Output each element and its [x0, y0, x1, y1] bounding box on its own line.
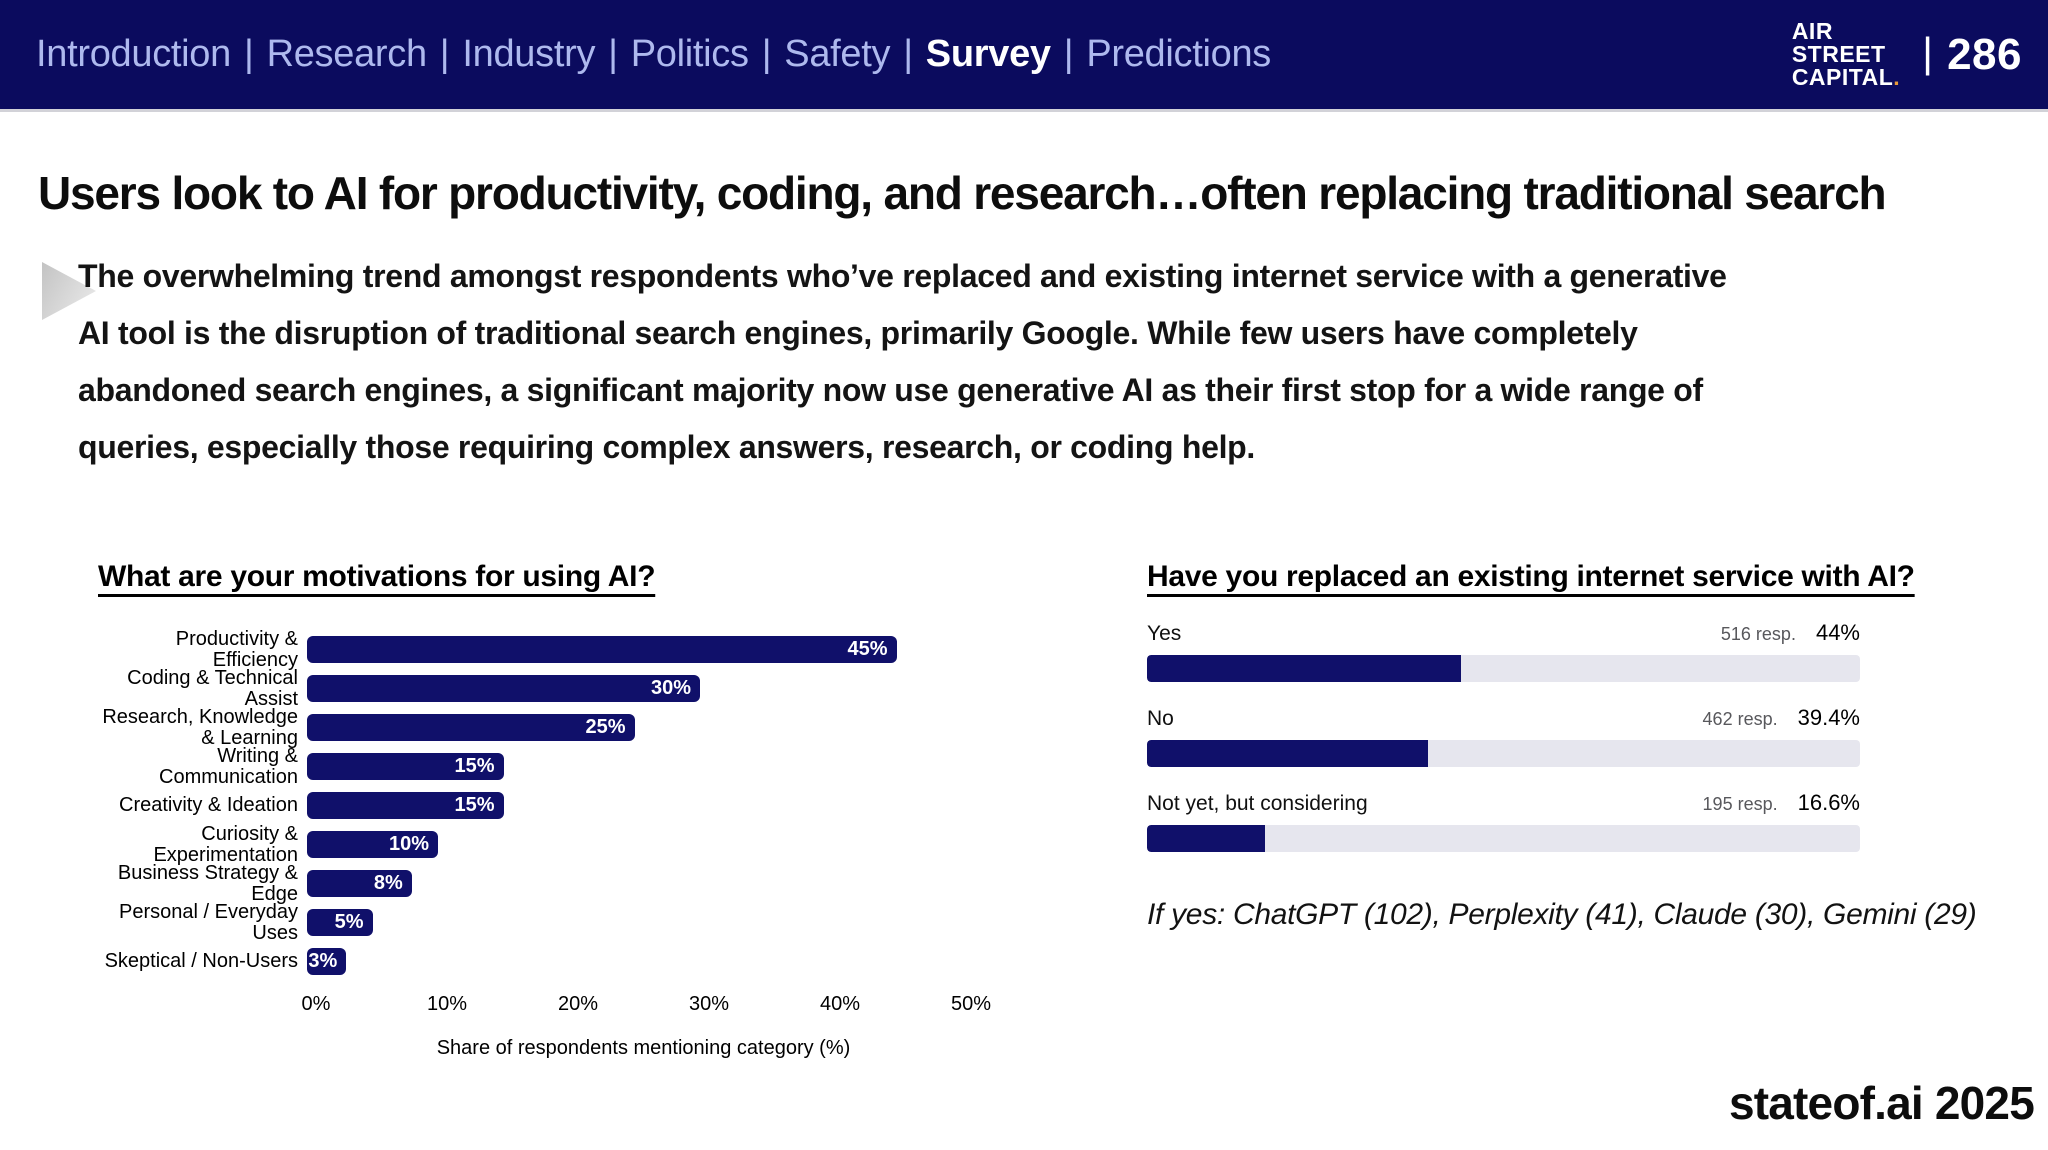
bar: 3% [307, 948, 347, 975]
x-axis-tick: 50% [950, 993, 992, 1015]
logo-dot: . [1893, 64, 1901, 90]
bar: 30% [307, 675, 700, 702]
replacement-chart-title: Have you replaced an existing internet s… [1147, 560, 1915, 593]
x-axis-tick: 0% [301, 993, 331, 1015]
chart-row: Yes 516 resp. 44% [1147, 620, 1860, 682]
bar-value-label: 10% [388, 833, 429, 855]
nav-item-research[interactable]: Research [266, 33, 428, 75]
category-label: Personal / Everyday Uses [119, 900, 298, 944]
bar-value-label: 3% [308, 950, 338, 972]
motivations-chart: What are your motivations for using AI? … [98, 560, 1038, 1060]
chart-row: No 462 resp. 39.4% [1147, 705, 1860, 767]
percentage-value: 16.6% [1797, 790, 1860, 815]
motivations-chart-title: What are your motivations for using AI? [98, 560, 656, 593]
chart-row: Curiosity & Experimentation 10% [98, 822, 1038, 866]
bar-fill [1147, 825, 1266, 852]
bar-track [1147, 655, 1860, 682]
chart-row: Skeptical / Non-Users 3% [98, 942, 1038, 981]
respondents-count: 462 resp. [1702, 709, 1778, 729]
x-axis-tick: 30% [688, 993, 730, 1015]
bar: 5% [307, 909, 373, 936]
motivations-chart-rows: Productivity & Efficiency 45% Coding & T… [98, 627, 1038, 981]
bar-value-label: 45% [847, 638, 888, 660]
category-label: Curiosity & Experimentation [153, 822, 298, 866]
chart-row: Business Strategy & Edge 8% [98, 861, 1038, 905]
bar-value-label: 25% [585, 716, 626, 738]
nav-separator: | [903, 33, 913, 75]
nav-right-group: AIR STREET CAPITAL. | 286 [1792, 20, 2022, 89]
nav-separator: | [439, 33, 450, 75]
respondents-count: 516 resp. [1720, 624, 1796, 644]
bar: 10% [307, 831, 438, 858]
stateof-ai-footer: stateof.ai 2025 [1728, 1077, 2035, 1129]
bar: 15% [307, 753, 504, 780]
slide-title: Users look to AI for productivity, codin… [38, 167, 1887, 219]
bar-value-label: 5% [334, 911, 364, 933]
chart-row: Research, Knowledge & Learning 25% [98, 705, 1038, 749]
nav-separator: | [608, 33, 618, 75]
answer-label: Yes [1147, 622, 1182, 645]
category-label: Coding & Technical Assist [127, 666, 298, 710]
page-number-group: | 286 [1922, 28, 2022, 80]
slide-bullet-text: The overwhelming trend amongst responden… [78, 258, 1727, 465]
percentage-value: 44% [1815, 620, 1860, 645]
bar: 8% [307, 870, 412, 897]
x-axis-tick: 20% [557, 993, 599, 1015]
category-label: Creativity & Ideation [119, 794, 298, 816]
if-yes-note: If yes: ChatGPT (102), Perplexity (41), … [1147, 898, 1977, 931]
bar: 25% [307, 714, 635, 741]
replacement-chart-rows: Yes 516 resp. 44% No 462 resp. 39.4% [1147, 620, 1860, 852]
category-label: Business Strategy & Edge [117, 861, 298, 905]
page-number-separator: | [1922, 28, 1934, 76]
nav-item-predictions[interactable]: Predictions [1086, 33, 1272, 75]
chart-row: Writing & Communication 15% [98, 744, 1038, 788]
bar-fill [1147, 655, 1461, 682]
chart-row: Personal / Everyday Uses 5% [98, 900, 1038, 944]
chart-row: Not yet, but considering 195 resp. 16.6% [1147, 790, 1860, 852]
chart-row: Productivity & Efficiency 45% [98, 627, 1038, 671]
logo-line-1: AIR [1791, 18, 1833, 44]
logo-line-2: STREET [1791, 41, 1886, 67]
nav-item-safety[interactable]: Safety [784, 33, 891, 75]
chart-row: Creativity & Ideation 15% [98, 786, 1038, 825]
logo-line-3: CAPITAL [1791, 64, 1894, 90]
air-street-capital-logo: AIR STREET CAPITAL. [1792, 20, 1900, 89]
bar: 45% [307, 636, 897, 663]
top-nav-bar: Introduction | Research | Industry | Politics |… [0, 0, 2048, 112]
x-axis-tick: 10% [426, 993, 468, 1015]
nav-item-survey[interactable]: Survey [925, 33, 1051, 75]
nav-item-introduction[interactable]: Introduction [36, 33, 231, 75]
x-axis: 0% 10% 20% 30% 40% 50% [302, 993, 991, 1019]
nav-item-politics[interactable]: Politics [630, 33, 749, 75]
nav-separator: | [761, 33, 772, 75]
bar-fill [1147, 740, 1428, 767]
bar-value-label: 30% [650, 677, 691, 699]
category-label: Productivity & Efficiency [175, 627, 298, 671]
category-label: Writing & Communication [159, 744, 298, 788]
bar-value-label: 15% [454, 794, 495, 816]
percentage-value: 39.4% [1797, 705, 1860, 730]
page-number: 286 [1947, 29, 2022, 79]
category-label: Skeptical / Non-Users [104, 950, 298, 972]
chart-row: Coding & Technical Assist 30% [98, 666, 1038, 710]
answer-label: Not yet, but considering [1147, 792, 1368, 815]
nav-menu: Introduction | Research | Industry | Politics |… [36, 33, 1271, 76]
bar-value-label: 8% [373, 872, 403, 894]
x-axis-tick: 40% [819, 993, 861, 1015]
nav-separator: | [1063, 33, 1074, 75]
replacement-chart: Have you replaced an existing internet s… [1147, 560, 1977, 932]
bar: 15% [307, 792, 504, 819]
nav-item-industry[interactable]: Industry [462, 33, 596, 75]
category-label: Research, Knowledge & Learning [102, 705, 298, 749]
bar-value-label: 15% [454, 755, 495, 777]
bar-track [1147, 825, 1860, 852]
nav-separator: | [243, 33, 254, 75]
x-axis-label: Share of respondents mentioning category… [436, 1037, 851, 1059]
respondents-count: 195 resp. [1702, 794, 1778, 814]
answer-label: No [1147, 707, 1174, 730]
bar-track [1147, 740, 1860, 767]
